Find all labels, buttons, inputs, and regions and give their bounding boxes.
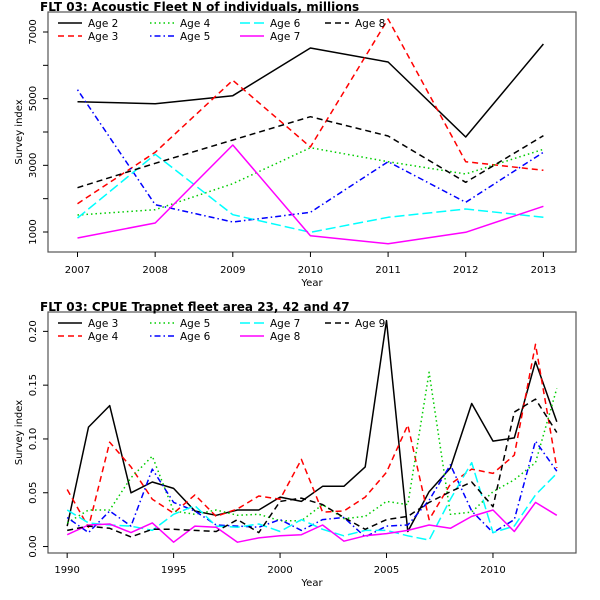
legend-label: Age 3 xyxy=(88,318,118,330)
legend-label: Age 4 xyxy=(180,18,211,30)
chart-cpue-trapnet: FLT 03: CPUE Trapnet fleet area 23, 42 a… xyxy=(14,300,577,589)
legend-label: Age 8 xyxy=(270,331,300,343)
chart-acoustic-fleet: FLT 03: Acoustic Fleet N of individuals,… xyxy=(14,0,577,289)
series-line-age-4 xyxy=(77,146,544,216)
series-line-age-9 xyxy=(67,398,558,538)
series-line-age-8 xyxy=(77,115,544,189)
y-axis-label: Survey index xyxy=(14,400,25,465)
y-tick-label: 0.15 xyxy=(28,374,39,396)
series-line-age-3 xyxy=(66,319,558,533)
legend-label: Age 5 xyxy=(180,31,210,43)
series-line-age-2 xyxy=(77,43,544,138)
series-line-age-4 xyxy=(66,343,558,528)
x-tick-label: 2008 xyxy=(142,265,167,276)
x-tick-label: 2013 xyxy=(531,265,556,276)
series-line-age-6 xyxy=(77,153,544,234)
y-tick-label: 0.00 xyxy=(28,535,39,557)
legend-label: Age 2 xyxy=(88,18,118,30)
x-tick-label: 2012 xyxy=(453,265,478,276)
series-line-age-8 xyxy=(66,501,558,543)
x-tick-label: 2010 xyxy=(298,265,323,276)
x-tick-label: 2005 xyxy=(374,565,399,576)
legend-label: Age 3 xyxy=(88,31,118,43)
x-tick-label: 1990 xyxy=(54,565,79,576)
x-tick-label: 2000 xyxy=(267,565,292,576)
x-tick-label: 1995 xyxy=(161,565,186,576)
x-axis-label: Year xyxy=(300,578,323,589)
y-tick-label: 1000 xyxy=(28,219,39,244)
y-tick-label: 3000 xyxy=(28,153,39,178)
legend-label: Age 8 xyxy=(355,18,385,30)
y-tick-label: 0.20 xyxy=(28,320,39,342)
series-line-age-7 xyxy=(66,461,558,541)
x-tick-label: 2010 xyxy=(480,565,505,576)
y-tick-label: 0.10 xyxy=(28,428,39,450)
y-tick-label: 5000 xyxy=(28,86,39,111)
series-line-age-6 xyxy=(66,440,558,538)
x-tick-label: 2009 xyxy=(220,265,245,276)
legend-label: Age 7 xyxy=(270,318,300,330)
legend-label: Age 5 xyxy=(180,318,210,330)
legend-label: Age 6 xyxy=(180,331,211,343)
y-tick-label: 7000 xyxy=(28,19,39,44)
series-line-age-5 xyxy=(76,89,544,223)
plot-frame xyxy=(47,311,577,554)
series-line-age-7 xyxy=(77,144,544,245)
chart-title: FLT 03: CPUE Trapnet fleet area 23, 42 a… xyxy=(40,300,350,314)
legend-label: Age 4 xyxy=(88,331,119,343)
legend-label: Age 7 xyxy=(270,31,300,43)
y-tick-label: 0.05 xyxy=(28,482,39,504)
x-tick-label: 2011 xyxy=(375,265,400,276)
legend-label: Age 9 xyxy=(355,318,385,330)
x-tick-label: 2007 xyxy=(65,265,90,276)
series-line-age-3 xyxy=(77,18,544,205)
x-axis-label: Year xyxy=(300,278,323,289)
legend-label: Age 6 xyxy=(270,18,301,30)
y-axis-label: Survey index xyxy=(14,99,25,164)
chart-title: FLT 03: Acoustic Fleet N of individuals,… xyxy=(40,0,359,14)
